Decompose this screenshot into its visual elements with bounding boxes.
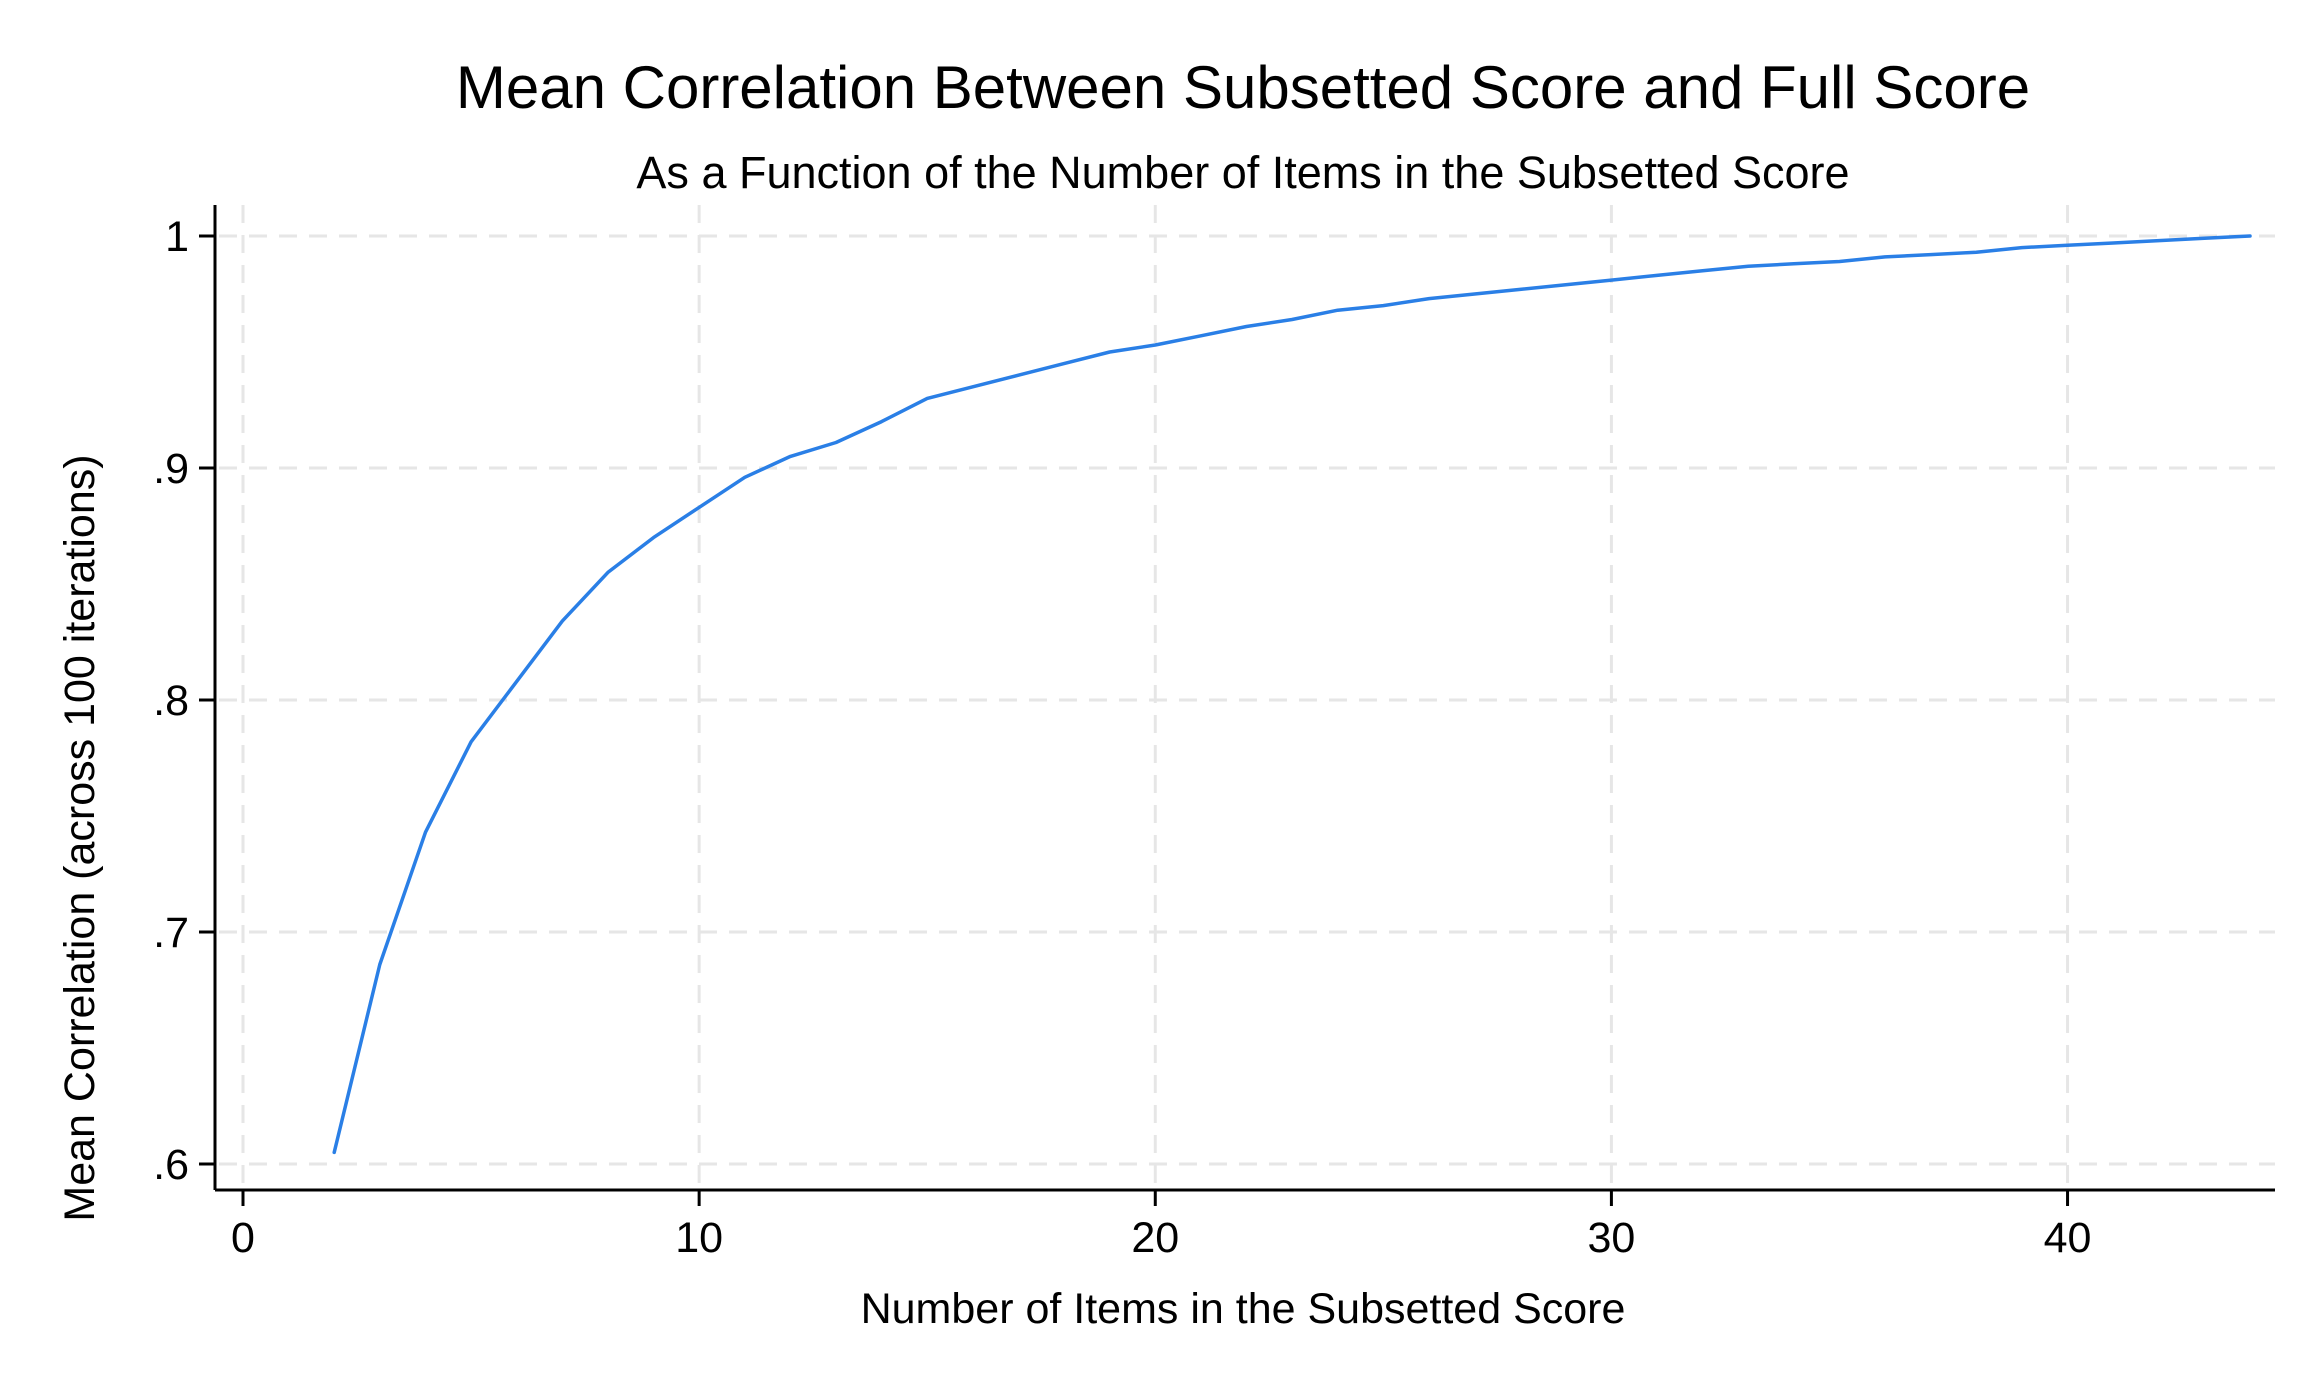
series-line [332, 234, 2252, 1155]
y-axis-label: Mean Correlation (across 100 iterations) [56, 454, 104, 1221]
y-tick-label: .8 [153, 677, 189, 725]
y-tick-label: .6 [153, 1141, 189, 1189]
y-tick-label: 1 [165, 213, 189, 261]
chart-subtitle: As a Function of the Number of Items in … [636, 147, 1849, 198]
axes: .6.7.8.910 10 20 30 40 [153, 205, 2275, 1262]
x-tick-label: 10 [675, 1214, 723, 1262]
x-axis-label: Number of Items in the Subsetted Score [861, 1285, 1626, 1333]
chart-title: Mean Correlation Between Subsetted Score… [456, 54, 2030, 121]
series-lines [332, 234, 2252, 1155]
y-tick-label: .9 [153, 445, 189, 493]
x-tick-label: 20 [1131, 1214, 1179, 1262]
x-tick-label: 30 [1587, 1214, 1635, 1262]
x-tick-label: 40 [2044, 1214, 2092, 1262]
gridlines [219, 205, 2275, 1186]
x-tick-label: 0 [231, 1214, 255, 1262]
y-tick-label: .7 [153, 909, 189, 957]
